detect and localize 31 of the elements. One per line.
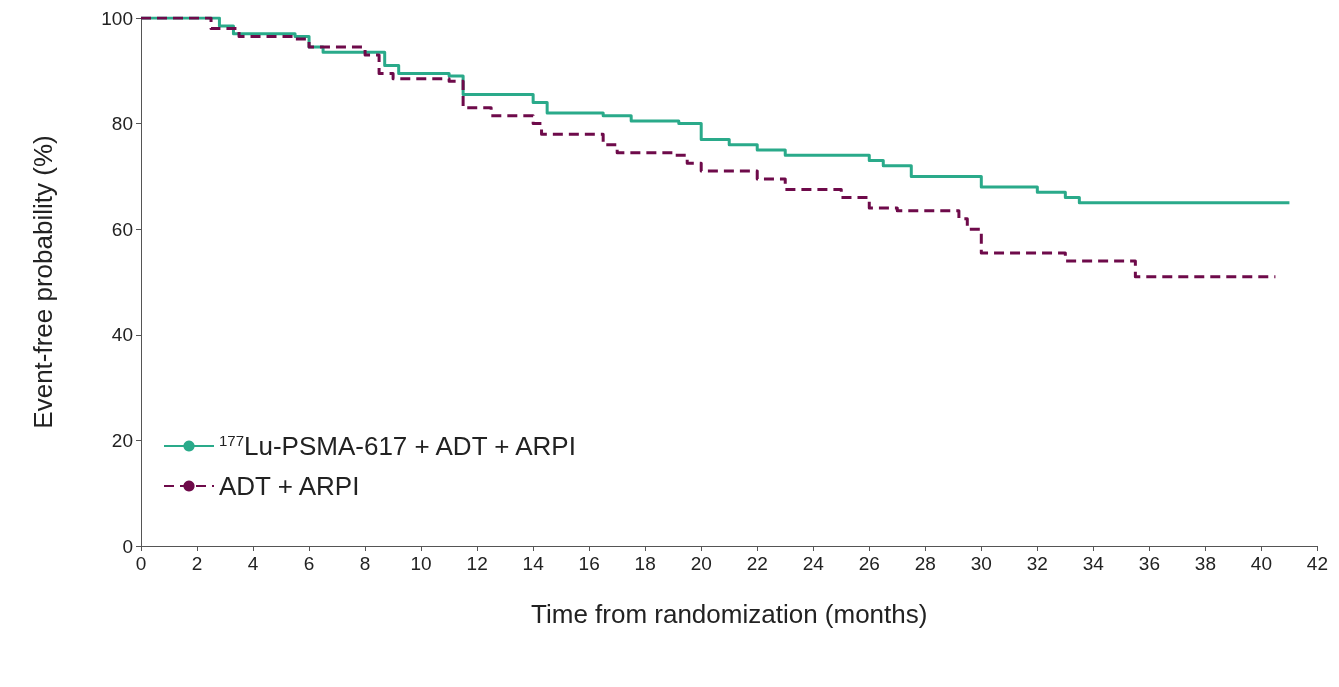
y-tick-label: 80: [111, 113, 133, 135]
x-tick-label: 28: [914, 553, 936, 574]
y-axis-title: Event-free probability (%): [28, 135, 58, 429]
x-tick-label: 2: [191, 553, 203, 574]
x-tick-label: 12: [466, 553, 488, 574]
y-tick-label: 0: [122, 535, 133, 557]
x-tick-label: 38: [1194, 553, 1216, 574]
x-tick-label: 0: [135, 553, 147, 574]
x-tick-label: 14: [522, 553, 545, 574]
x-tick-label: 22: [746, 553, 768, 574]
x-tick-label: 36: [1138, 553, 1160, 574]
x-tick-label: 10: [410, 553, 432, 574]
y-tick-label: 60: [111, 218, 133, 240]
x-tick-label: 24: [802, 553, 825, 574]
y-tick-label: 20: [111, 429, 133, 451]
x-tick-label: 42: [1306, 553, 1328, 574]
x-tick-label: 26: [858, 553, 880, 574]
x-axis-title: Time from randomization (months): [531, 599, 928, 629]
x-tick-label: 20: [690, 553, 712, 574]
x-tick-label: 4: [247, 553, 259, 574]
x-tick-label: 6: [303, 553, 315, 574]
legend-label: ADT + ARPI: [219, 471, 360, 501]
x-tick-label: 34: [1082, 553, 1105, 574]
x-tick-label: 16: [578, 553, 600, 574]
x-tick-label: 18: [634, 553, 656, 574]
x-tick-label: 8: [359, 553, 371, 574]
x-tick-label: 30: [970, 553, 992, 574]
x-tick-label: 40: [1250, 553, 1272, 574]
x-tick-label: 32: [1026, 553, 1048, 574]
y-tick-label: 100: [101, 7, 133, 29]
y-tick-label: 40: [111, 324, 133, 346]
